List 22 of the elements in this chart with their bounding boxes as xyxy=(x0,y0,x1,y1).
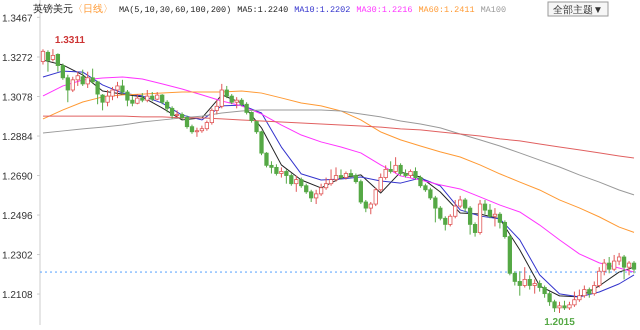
chart-subtitle: 〈日线〉 xyxy=(73,3,113,15)
chart-title: 英镑美元 xyxy=(33,3,73,15)
legend-title: MA(5,10,30,60,100,200) xyxy=(119,5,232,15)
y-tick-label: 1.2690 xyxy=(2,172,34,183)
text: MA100 xyxy=(480,5,506,15)
y-tick-label: 1.2108 xyxy=(2,290,34,302)
candlestick xyxy=(234,96,239,109)
text: MA60:1.2411 xyxy=(418,5,475,15)
annotation: 1.2015 xyxy=(544,316,576,328)
y-tick-label: 1.2496 xyxy=(2,211,34,222)
annotation: 1.3311 xyxy=(54,35,86,46)
candlestick xyxy=(135,94,140,105)
text: MA10:1.2202 xyxy=(294,5,350,15)
annotation: 全部主题▼ xyxy=(553,4,603,16)
text: MA30:1.2216 xyxy=(356,5,412,15)
y-tick-label: 1.3078 xyxy=(2,92,34,104)
y-tick-label: 1.3272 xyxy=(2,53,34,64)
text: MA5:1.2240 xyxy=(237,5,288,15)
y-tick-label: 1.2302 xyxy=(2,250,34,262)
candlestick xyxy=(607,256,612,274)
y-tick-label: 1.2884 xyxy=(2,132,34,144)
y-tick-label: 1.3467 xyxy=(2,13,34,24)
